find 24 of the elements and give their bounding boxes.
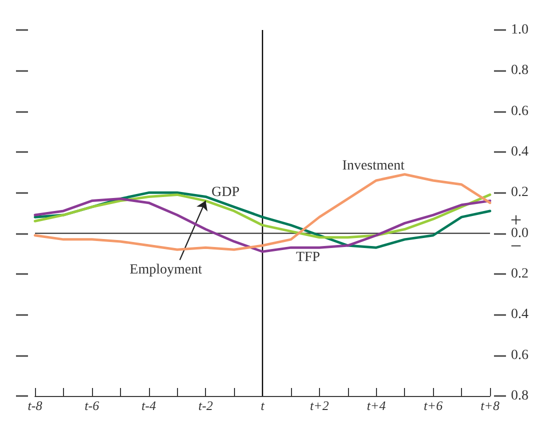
x-tick-label: t+4 — [366, 398, 386, 413]
x-tick-label: t-8 — [28, 398, 43, 413]
x-tick-label: t-2 — [198, 398, 214, 413]
y-tick-label: 0.6 — [511, 104, 528, 119]
y-tick-label: 0.6 — [511, 348, 528, 363]
annotation: TFP — [296, 250, 320, 266]
y-tick-label: 1.0 — [511, 22, 528, 38]
y-tick-label: 0.8 — [511, 388, 528, 404]
line-series — [34, 198, 492, 253]
y-tick-label: 0.4 — [511, 307, 528, 322]
annotation: GDP — [212, 185, 240, 200]
y-tick-label: 0.4 — [511, 144, 528, 160]
x-tick-label: t+6 — [424, 398, 444, 413]
y-tick-label: 0.2 — [511, 185, 528, 200]
x-tick-label: t+2 — [310, 398, 330, 413]
annotation: Investment — [342, 158, 405, 174]
y-tick-label: 0.8 — [511, 63, 528, 78]
x-tick-label: t — [260, 398, 265, 413]
x-tick-label: t-4 — [142, 398, 156, 413]
x-tick-label: t+8 — [480, 398, 500, 413]
y-tick-label: 0.2 — [511, 266, 528, 282]
line-series — [34, 173, 492, 251]
x-tick-label: t-6 — [84, 398, 100, 413]
annotation: Employment — [130, 262, 202, 278]
